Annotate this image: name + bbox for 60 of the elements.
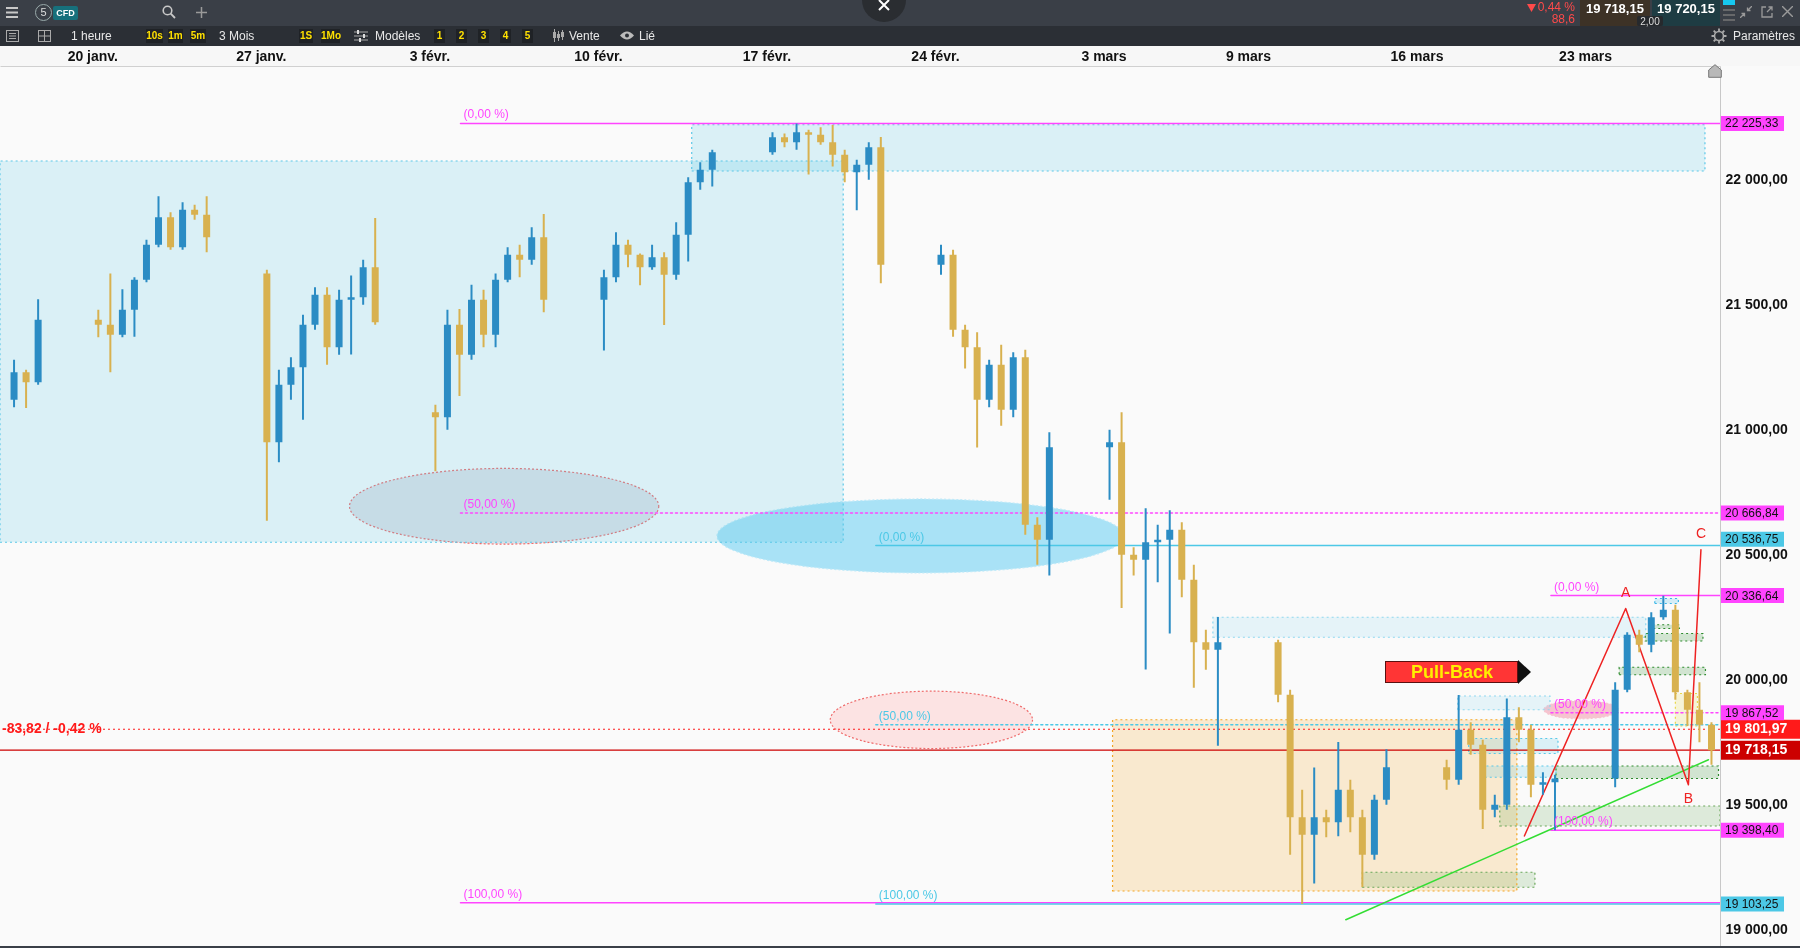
annotation: (0,00 %) [1553, 579, 1600, 594]
text: 5 [35, 4, 52, 21]
y-tick-label: 19 500,00 [1725, 796, 1788, 813]
y-tick-label: 20 666,84 [1725, 506, 1779, 521]
text: 1S [299, 29, 313, 43]
text: 2,00 [1637, 16, 1663, 27]
annotation: Pull-Back [1385, 661, 1519, 684]
annotation: -83,82 / -0,42 % [2, 720, 103, 737]
annotation: (50,00 %) [878, 708, 931, 723]
x-tick-label: 20 janv. [67, 47, 118, 64]
text: 19 718,15 [1585, 1, 1645, 16]
x-tick-label: 9 mars [1225, 47, 1272, 64]
x-tick-label: 24 févr. [911, 47, 960, 64]
text: Vente [569, 29, 600, 43]
y-tick-label: 19 000,00 [1725, 921, 1788, 938]
x-tick-label: 16 mars [1390, 47, 1444, 64]
annotation: (100,00 %) [878, 887, 938, 902]
y-tick-label: 22 225,33 [1725, 116, 1779, 131]
text: Modèles [375, 29, 421, 43]
annotation: C [1695, 524, 1706, 541]
text: Paramètres [1733, 29, 1796, 43]
y-tick-label: 20 536,75 [1725, 532, 1779, 547]
text: 1Mo [321, 29, 341, 43]
text: 3 Mois [219, 29, 255, 43]
y-tick-label: 19 103,25 [1725, 896, 1779, 911]
text: 4 [500, 29, 511, 43]
y-tick-label: 20 000,00 [1725, 671, 1788, 688]
y-tick-label: 20 500,00 [1725, 546, 1788, 563]
annotation: B [1683, 789, 1694, 806]
text: 19 720,15 [1656, 1, 1716, 16]
y-tick-label: 19 718,15 [1725, 741, 1788, 758]
text: 1 heure [71, 29, 112, 43]
text: 5m [190, 29, 206, 43]
y-tick-label: 20 336,64 [1725, 588, 1779, 603]
x-tick-label: 10 févr. [574, 47, 623, 64]
text: 1 [434, 29, 445, 43]
text: Lié [639, 29, 656, 43]
text: 3 [478, 29, 489, 43]
x-tick-label: 27 janv. [236, 47, 287, 64]
y-tick-label: 22 000,00 [1725, 171, 1788, 188]
x-tick-label: 3 mars [1081, 47, 1127, 64]
y-tick-label: 21 500,00 [1725, 296, 1788, 313]
text: 10s [146, 29, 163, 43]
annotation: (0,00 %) [878, 529, 925, 544]
y-tick-label: 21 000,00 [1725, 421, 1788, 438]
text: 88,6 [1551, 12, 1575, 26]
text: CFD [53, 6, 78, 20]
text: 1m [168, 29, 183, 43]
x-tick-label: 23 mars [1559, 47, 1613, 64]
text: 2 [456, 29, 467, 43]
annotation: (0,00 %) [463, 107, 509, 122]
text: 0,44 % [1537, 0, 1575, 14]
y-tick-label: 19 867,52 [1725, 705, 1779, 720]
y-tick-label: 19 398,40 [1725, 823, 1779, 838]
text: 5 [522, 29, 533, 43]
y-tick-label: 19 801,97 [1725, 720, 1788, 737]
annotation: (100,00 %) [463, 886, 523, 901]
annotation: (50,00 %) [463, 497, 516, 512]
x-tick-label: 3 févr. [409, 47, 451, 64]
x-tick-label: 17 févr. [742, 47, 792, 64]
